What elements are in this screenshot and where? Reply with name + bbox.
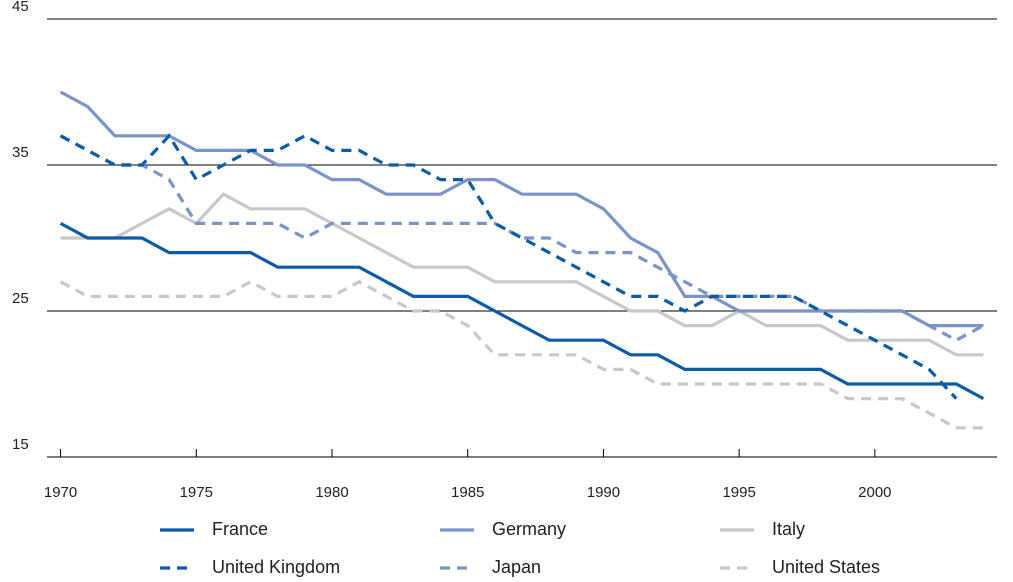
series-line — [59, 134, 985, 343]
y-tick-label: 35 — [12, 144, 29, 161]
legend-label: France — [212, 519, 268, 539]
x-tick-label: 1970 — [44, 484, 77, 501]
legend-label: United Kingdom — [212, 557, 340, 577]
x-tick-label: 1990 — [587, 484, 620, 501]
x-tick-label: 2000 — [858, 484, 891, 501]
legend-label: United States — [772, 557, 880, 577]
legend-label: Germany — [492, 519, 566, 539]
series-line — [59, 90, 984, 328]
x-tick-label: 1985 — [451, 484, 484, 501]
y-tick-label: 45 — [12, 0, 29, 15]
series-line — [59, 133, 958, 400]
x-tick-label: 1980 — [315, 484, 348, 501]
legend-label: Japan — [492, 557, 541, 577]
x-tick-label: 1975 — [180, 484, 213, 501]
series-line — [59, 221, 985, 401]
x-tick-label: 1995 — [722, 484, 755, 501]
series-line — [60, 192, 984, 357]
y-tick-label: 25 — [12, 290, 29, 307]
series-line — [59, 279, 984, 430]
legend-label: Italy — [772, 519, 805, 539]
y-tick-label: 15 — [12, 436, 29, 453]
